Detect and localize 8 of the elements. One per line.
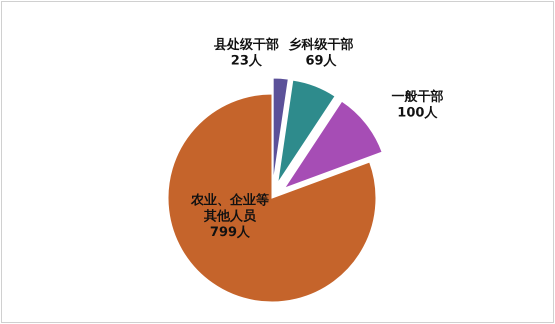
slice-label: 县处级干部 [212, 36, 279, 52]
data-label: 100人 [397, 106, 438, 121]
data-label: 23人 [230, 53, 263, 68]
slice-label: 一般干部 [391, 88, 444, 105]
data-label: 69人 [306, 54, 338, 69]
slice-label: 农业、企业等其他人员 [190, 193, 269, 224]
data-label: 799人 [210, 225, 252, 240]
slice-label: 乡科级干部 [288, 36, 354, 53]
